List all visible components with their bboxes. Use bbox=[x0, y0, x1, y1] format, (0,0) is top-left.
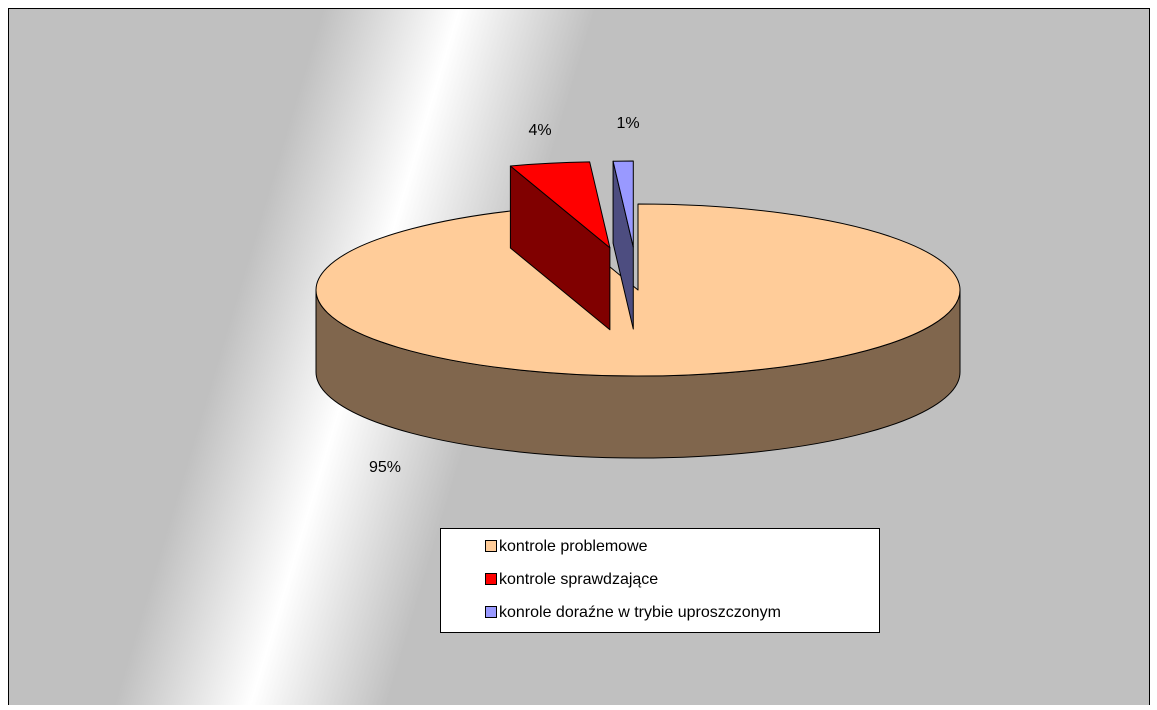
legend-swatch bbox=[485, 606, 497, 618]
legend-swatch bbox=[485, 573, 497, 585]
data-label: 4% bbox=[528, 122, 551, 139]
pie bbox=[315, 160, 961, 459]
legend-label: kontrole sprawdzające bbox=[499, 571, 658, 588]
slice-top bbox=[612, 160, 634, 248]
legend-label: konrole doraźne w trybie uproszczonym bbox=[499, 604, 781, 621]
data-label: 1% bbox=[616, 115, 639, 132]
slice-top bbox=[509, 161, 611, 249]
legend-swatch bbox=[485, 540, 497, 552]
legend-label: kontrole problemowe bbox=[499, 538, 648, 555]
legend-box bbox=[440, 528, 880, 633]
slice-top bbox=[315, 203, 961, 377]
data-label: 95% bbox=[369, 459, 401, 476]
